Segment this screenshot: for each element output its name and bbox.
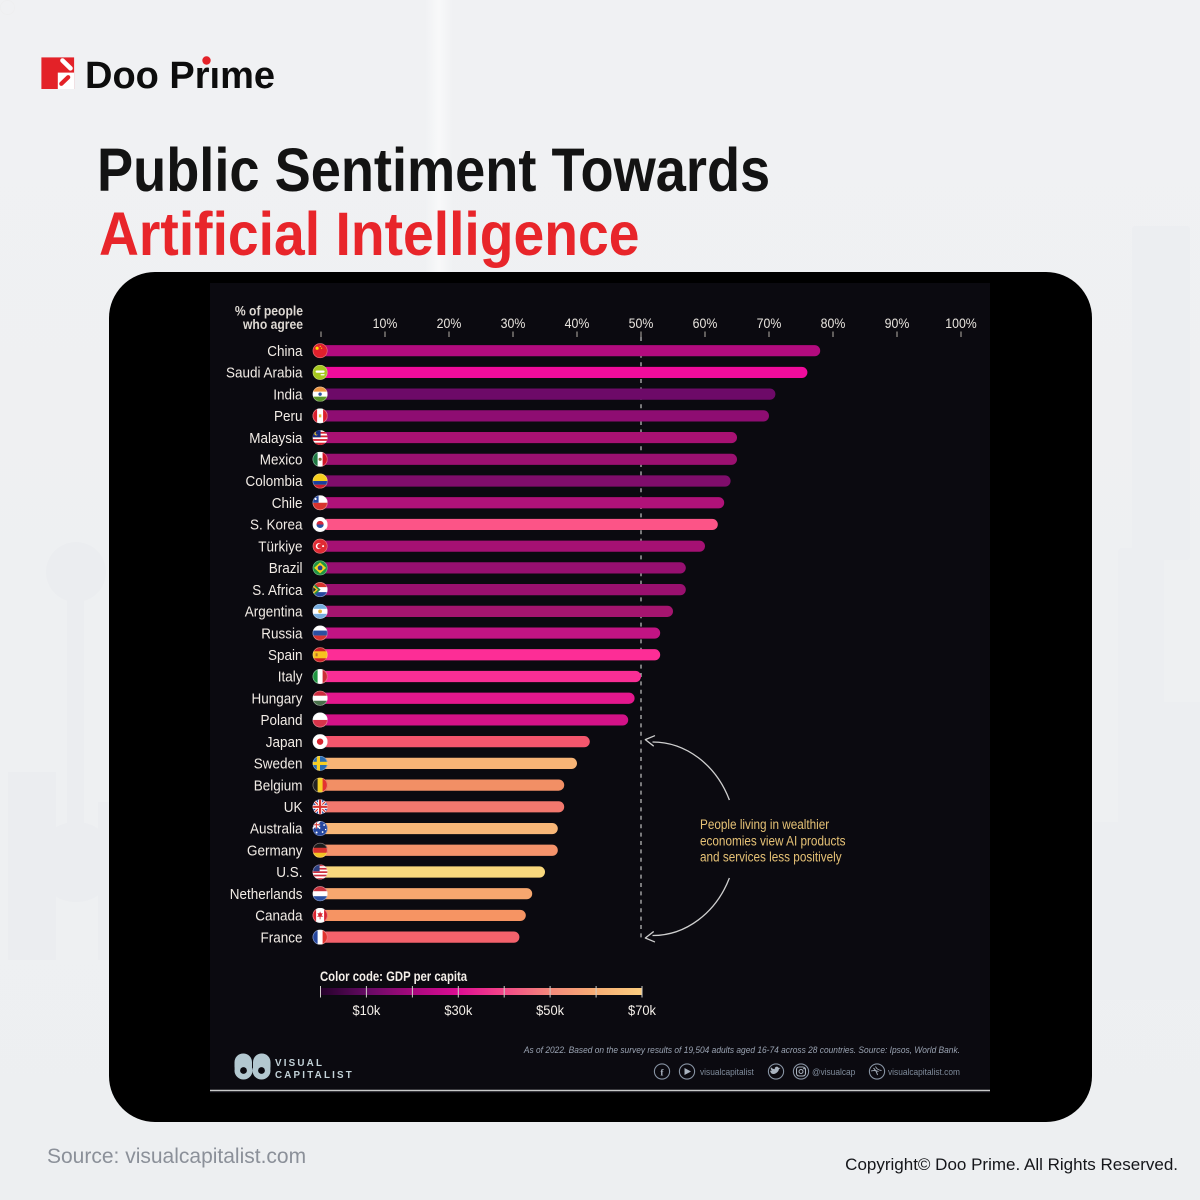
svg-text:China: China — [267, 342, 302, 359]
svg-text:Hungary: Hungary — [252, 690, 303, 707]
svg-text:Türkiye: Türkiye — [258, 538, 302, 555]
svg-text:Malaysia: Malaysia — [249, 429, 302, 446]
svg-text:and services less positively: and services less positively — [700, 849, 842, 865]
svg-text:$30k: $30k — [444, 1003, 472, 1019]
svg-text:Canada: Canada — [255, 907, 302, 924]
svg-text:Chile: Chile — [272, 494, 303, 511]
svg-text:30%: 30% — [501, 315, 526, 331]
svg-text:visualcapitalist.com: visualcapitalist.com — [888, 1066, 960, 1077]
svg-text:Germany: Germany — [247, 842, 302, 859]
svg-text:Australia: Australia — [250, 820, 303, 837]
svg-text:As of 2022. Based on the surve: As of 2022. Based on the survey results … — [523, 1044, 960, 1055]
svg-text:Belgium: Belgium — [254, 777, 303, 794]
svg-text:$70k: $70k — [628, 1003, 656, 1019]
svg-text:Netherlands: Netherlands — [230, 885, 303, 902]
svg-text:visualcapitalist: visualcapitalist — [700, 1066, 754, 1077]
svg-text:Peru: Peru — [274, 408, 302, 425]
svg-text:who agree: who agree — [242, 316, 303, 332]
svg-text:70%: 70% — [757, 315, 782, 331]
svg-text:Spain: Spain — [268, 647, 302, 664]
svg-text:S. Africa: S. Africa — [252, 581, 302, 598]
svg-text:Mexico: Mexico — [260, 451, 303, 468]
svg-text:France: France — [261, 929, 303, 946]
svg-text:Colombia: Colombia — [246, 473, 303, 490]
svg-text:UK: UK — [284, 799, 303, 816]
svg-text:VISUAL: VISUAL — [275, 1058, 324, 1069]
svg-text:economies view AI products: economies view AI products — [700, 832, 846, 848]
svg-text:80%: 80% — [821, 315, 846, 331]
svg-text:People living in wealthier: People living in wealthier — [700, 816, 830, 832]
svg-text:CAPITALIST: CAPITALIST — [275, 1070, 354, 1081]
svg-text:20%: 20% — [437, 315, 462, 331]
svg-text:60%: 60% — [693, 315, 718, 331]
svg-text:Saudi Arabia: Saudi Arabia — [226, 364, 303, 381]
svg-text:Sweden: Sweden — [254, 755, 303, 772]
svg-text:$50k: $50k — [536, 1003, 564, 1019]
svg-text:Poland: Poland — [261, 712, 303, 729]
svg-text:10%: 10% — [373, 315, 398, 331]
svg-text:Italy: Italy — [278, 668, 303, 685]
svg-text:100%: 100% — [945, 315, 977, 331]
svg-text:Color code: GDP per capita: Color code: GDP per capita — [320, 969, 467, 984]
svg-text:90%: 90% — [885, 315, 910, 331]
svg-text:U.S.: U.S. — [276, 864, 302, 881]
svg-text:% of people: % of people — [235, 303, 303, 319]
svg-text:Argentina: Argentina — [245, 603, 303, 620]
svg-text:India: India — [273, 386, 302, 403]
svg-text:40%: 40% — [565, 315, 590, 331]
svg-text:Brazil: Brazil — [269, 560, 303, 577]
svg-text:50%: 50% — [629, 315, 654, 331]
svg-text:f: f — [660, 1069, 664, 1079]
svg-text:S. Korea: S. Korea — [250, 516, 303, 533]
svg-text:Russia: Russia — [261, 625, 302, 642]
svg-text:Japan: Japan — [266, 733, 303, 750]
svg-text:@visualcap: @visualcap — [812, 1066, 855, 1077]
svg-text:$10k: $10k — [352, 1003, 380, 1019]
